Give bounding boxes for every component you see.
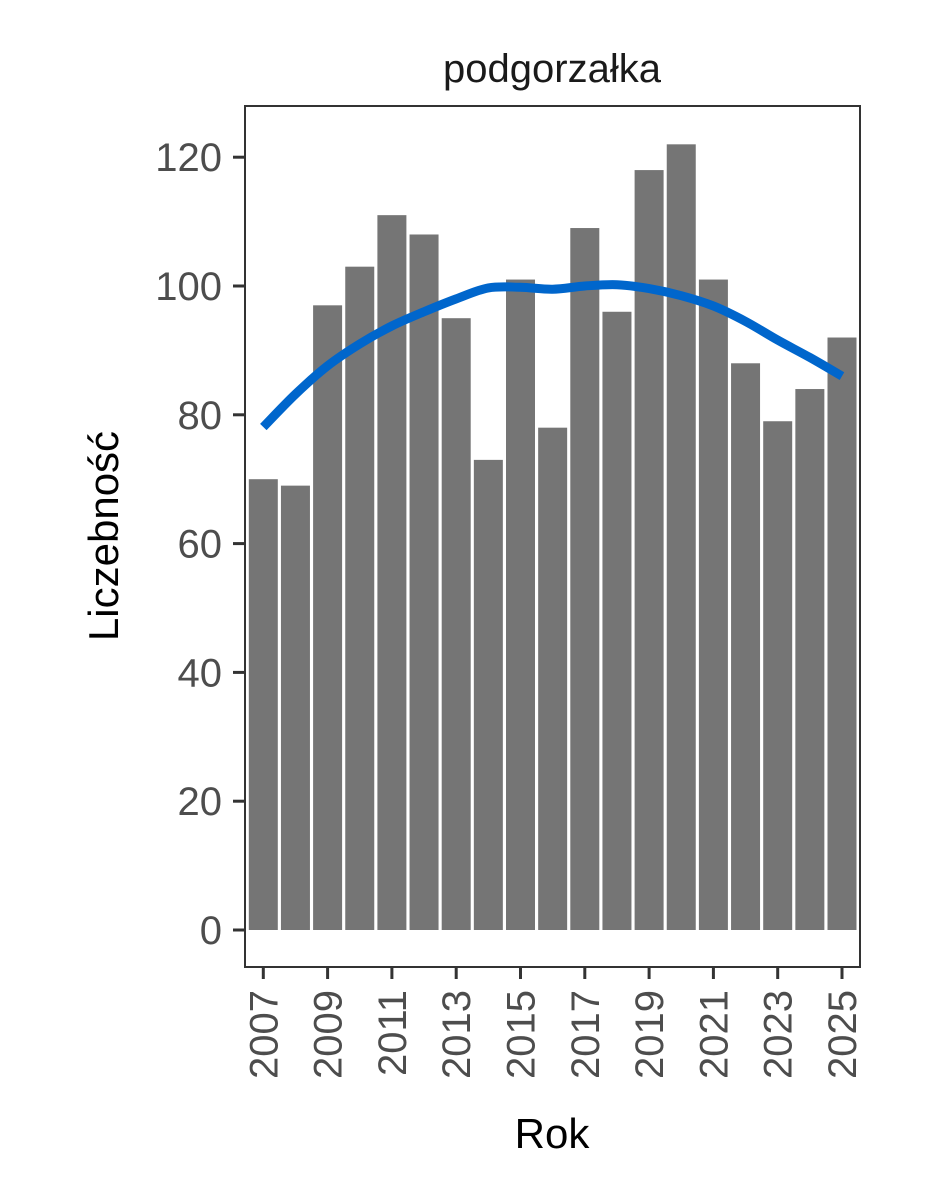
bar-2012 bbox=[409, 234, 439, 931]
bar-2018 bbox=[602, 311, 632, 930]
bar-2013 bbox=[441, 318, 471, 930]
x-tick-label: 2011 bbox=[371, 990, 415, 1076]
x-tick-label: 2009 bbox=[307, 990, 351, 1079]
y-tick-label: 60 bbox=[178, 523, 223, 567]
trend-line-group bbox=[260, 280, 845, 431]
x-tick-label: 2013 bbox=[435, 990, 479, 1079]
x-tick-label: 2023 bbox=[757, 990, 801, 1079]
x-tick-label: 2007 bbox=[242, 990, 286, 1079]
bar-2019 bbox=[634, 170, 664, 930]
chart-title: podgorzałka bbox=[443, 47, 662, 91]
y-tick-label: 80 bbox=[178, 394, 223, 438]
bar-2009 bbox=[313, 305, 343, 930]
x-tick-label: 2021 bbox=[692, 990, 736, 1079]
bar-2017 bbox=[570, 228, 600, 931]
bars-group bbox=[248, 144, 857, 931]
x-tick-label: 2025 bbox=[821, 990, 865, 1079]
x-tick-label: 2019 bbox=[628, 990, 672, 1079]
bar-2022 bbox=[731, 363, 761, 930]
y-tick-label: 120 bbox=[155, 136, 222, 180]
y-tick-label: 0 bbox=[200, 909, 222, 953]
y-tick-label: 100 bbox=[155, 265, 222, 309]
y-tick-label: 20 bbox=[178, 780, 223, 824]
bar-2024 bbox=[795, 389, 825, 930]
x-axis: 2007 2009 2011 2013 2015 2017 2019 2021 2023 2025 bbox=[242, 967, 865, 1079]
bar-2023 bbox=[763, 421, 793, 930]
bar-2025 bbox=[827, 337, 857, 930]
x-tick-label: 2017 bbox=[564, 990, 608, 1079]
x-tick-label: 2015 bbox=[500, 990, 544, 1079]
y-axis-title: Liczebność bbox=[80, 431, 127, 641]
bar-2020 bbox=[666, 144, 696, 930]
y-tick-label: 40 bbox=[178, 651, 223, 695]
bar-2014 bbox=[473, 459, 503, 930]
bar-2015 bbox=[506, 279, 535, 930]
bar-2007 bbox=[248, 479, 278, 930]
panel-border bbox=[244, 105, 861, 968]
bar-2016 bbox=[538, 427, 568, 930]
y-axis: 0 20 40 60 80 100 120 bbox=[155, 136, 245, 953]
bar-2008 bbox=[280, 485, 310, 930]
trend-line bbox=[260, 280, 845, 431]
x-axis-title: Rok bbox=[515, 1110, 591, 1157]
bar-2010 bbox=[345, 266, 375, 930]
bar-2021 bbox=[698, 279, 728, 930]
